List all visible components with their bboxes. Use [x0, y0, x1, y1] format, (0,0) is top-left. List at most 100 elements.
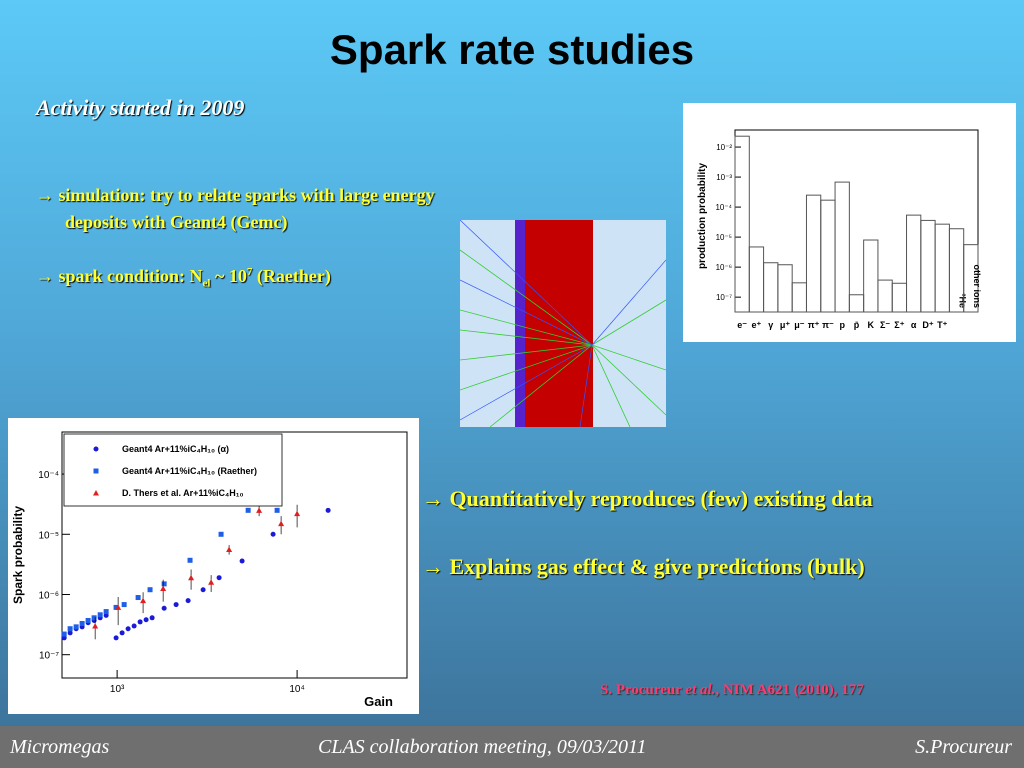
data-point: [274, 507, 280, 513]
data-point: [73, 624, 79, 630]
x-tick-label: γ: [768, 320, 773, 330]
bullet: → Explains gas effect & give predictions…: [422, 554, 865, 579]
bar: [734, 135, 750, 313]
x-tick-label: p̄: [854, 320, 860, 330]
x-tick-label: e⁺: [752, 320, 762, 330]
y-tick-label: 10⁻⁶: [38, 590, 59, 601]
data-point: [256, 507, 263, 513]
y-tick-label: 10⁻⁵: [716, 233, 732, 242]
data-point: [187, 557, 193, 563]
track: [460, 344, 593, 421]
data-point: [149, 615, 155, 621]
x-tick-label: μ⁻: [794, 320, 805, 330]
tracks: [460, 249, 666, 427]
y-tick-label: 10⁻⁶: [716, 263, 732, 272]
data-point: [137, 619, 143, 625]
data-point: [113, 604, 119, 610]
data-point: [218, 531, 224, 537]
layer: [515, 220, 525, 427]
superscript: 7: [246, 266, 253, 278]
data-point: [97, 612, 103, 618]
data-point: [67, 630, 73, 636]
x-tick-label: Σ⁻: [880, 320, 890, 330]
data-point: [125, 626, 131, 632]
data-point: [325, 507, 331, 513]
production-plot: 10⁻⁷ 10⁻⁶ 10⁻⁵ 10⁻⁴ 10⁻³ 10⁻² production proba…: [683, 103, 1016, 342]
data-point: [216, 575, 222, 581]
x-tick-label: π⁻: [822, 320, 834, 330]
legend-label: Geant4 Ar+11%iC₄H₁₀ (Raether): [122, 466, 257, 476]
plot-frame: [61, 431, 408, 679]
data-point: [161, 605, 167, 611]
bar: [963, 244, 979, 313]
x-tick-label: p: [839, 320, 845, 330]
data-point: [239, 558, 245, 564]
track: [460, 279, 593, 346]
track: [460, 220, 593, 346]
subtitle: Activity started in 2009: [36, 95, 245, 120]
track: [460, 249, 593, 346]
data-point: [119, 630, 125, 636]
text: S. Procureur: [600, 682, 686, 698]
data-point: [115, 604, 122, 610]
slide-title: Spark rate studies: [329, 26, 695, 73]
data-point: [67, 626, 73, 632]
x-tick-label: 10³: [110, 684, 125, 695]
x-tick-label: Σ⁺: [894, 320, 904, 330]
x-axis-label: Gain: [364, 694, 393, 709]
bar: [834, 181, 850, 313]
x-tick-label: ³He: [958, 293, 968, 308]
footer-center: CLAS collaboration meeting, 09/03/2011: [318, 736, 647, 758]
data-point: [143, 617, 149, 623]
x-tick-label: K: [868, 320, 875, 330]
data-point: [173, 602, 179, 608]
x-tick-label: 10⁴: [289, 684, 304, 695]
text: (Raether): [252, 266, 331, 286]
legend-marker: [93, 446, 99, 452]
data-point: [85, 617, 91, 623]
bullet: → spark condition: Nel ~ 107 (Raether): [36, 266, 331, 290]
data-point: [140, 597, 147, 604]
y-tick-label: 10⁻⁵: [38, 530, 59, 541]
reference: S. Procureur et al., NIM A621 (2010), 17…: [600, 682, 864, 699]
data-point: [188, 574, 195, 581]
legend-box: [63, 433, 283, 507]
legend-marker: [93, 468, 99, 474]
y-tick-label: 10⁻⁷: [716, 293, 732, 302]
data-point: [92, 622, 99, 629]
data-point: [226, 546, 233, 552]
track: [591, 344, 666, 416]
track: [460, 344, 593, 361]
text: , NIM A621 (2010), 177: [715, 682, 864, 698]
x-tick-label: T⁺: [937, 320, 947, 330]
track: [579, 344, 593, 427]
tracks: [460, 220, 666, 427]
legend-label: Geant4 Ar+11%iC₄H₁₀ (α): [122, 444, 229, 454]
data-point: [103, 609, 109, 615]
y-tick-label: 10⁻⁴: [38, 470, 59, 481]
data-point: [185, 598, 191, 604]
spark-plot: 10⁻⁷ 10⁻⁶ 10⁻⁵ 10⁻⁴ 10³ 10⁴ Gain Spark probabil…: [8, 418, 419, 714]
track: [591, 344, 631, 427]
data-point: [278, 520, 285, 527]
track: [460, 309, 593, 346]
subscript: el: [202, 277, 211, 290]
bullet: → Quantitatively reproduces (few) existi…: [422, 486, 873, 511]
x-tick-label: D⁺: [922, 320, 933, 330]
data-point: [113, 635, 119, 641]
track: [489, 344, 593, 427]
gas-volume: [525, 220, 593, 427]
y-tick-label: 10⁻³: [716, 173, 732, 182]
data-point: [131, 623, 137, 629]
data-point: [103, 612, 109, 618]
x-tick-label: μ⁺: [780, 320, 791, 330]
y-tick-label: 10⁻⁴: [715, 203, 732, 212]
y-axis-label: Spark probability: [11, 506, 25, 604]
data-point: [61, 631, 67, 637]
bullet: → simulation: try to relate sparks with …: [36, 185, 435, 232]
data-point: [208, 579, 215, 585]
data-point: [91, 615, 97, 621]
x-tick-label: e⁻: [737, 320, 747, 330]
footer-right: S.Procureur: [915, 736, 1012, 758]
